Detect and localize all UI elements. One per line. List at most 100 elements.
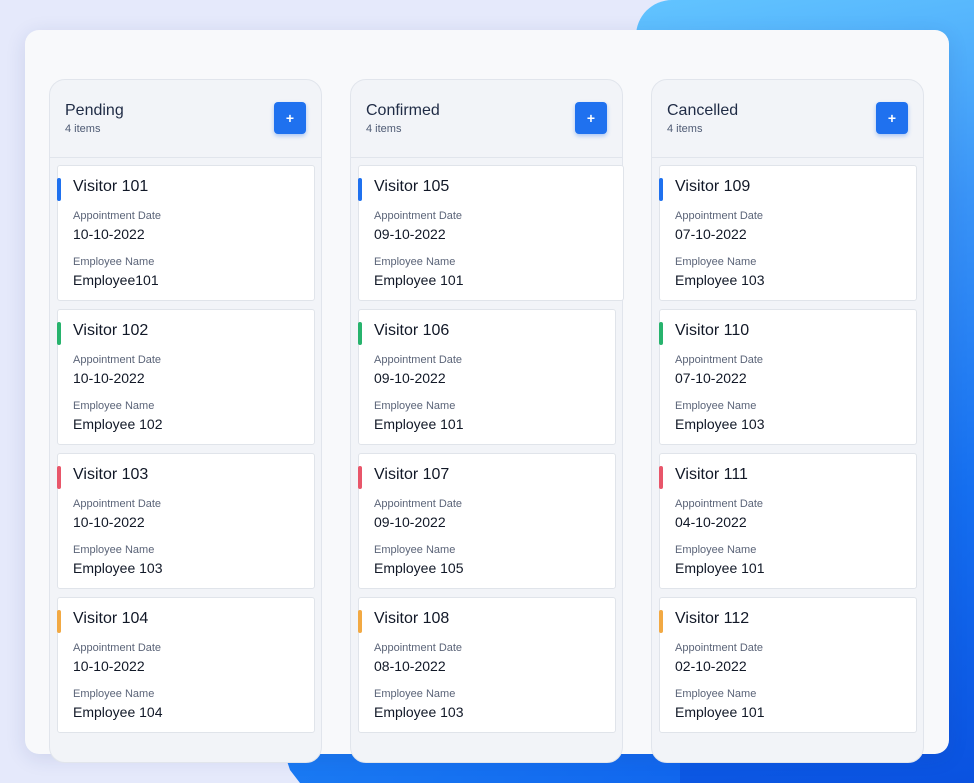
appointment-date-value: 08-10-2022 bbox=[374, 658, 446, 674]
appointment-date-label: Appointment Date bbox=[675, 498, 764, 510]
employee-name-value: Employee 103 bbox=[675, 416, 765, 432]
appointment-date-label: Appointment Date bbox=[73, 210, 162, 222]
visitor-card[interactable]: Visitor 101 Appointment Date 10-10-2022 … bbox=[57, 165, 315, 301]
appointment-date-value: 10-10-2022 bbox=[73, 370, 145, 386]
column-title: Cancelled bbox=[667, 102, 739, 119]
visitor-name: Visitor 101 bbox=[73, 178, 149, 195]
visitor-card[interactable]: Visitor 102 Appointment Date 10-10-2022 … bbox=[57, 309, 315, 445]
visitor-card[interactable]: Visitor 108 Appointment Date 08-10-2022 … bbox=[358, 597, 616, 733]
visitor-card[interactable]: Visitor 107 Appointment Date 09-10-2022 … bbox=[358, 453, 616, 589]
status-color-bar bbox=[57, 322, 61, 345]
employee-name-value: Employee 104 bbox=[73, 704, 163, 720]
add-card-button[interactable]: + bbox=[575, 102, 607, 134]
visitor-card[interactable]: Visitor 110 Appointment Date 07-10-2022 … bbox=[659, 309, 917, 445]
visitor-name: Visitor 104 bbox=[73, 610, 149, 627]
column-item-count: 4 items bbox=[366, 123, 402, 135]
visitor-name: Visitor 110 bbox=[675, 322, 750, 339]
employee-name-value: Employee 103 bbox=[374, 704, 464, 720]
appointment-date-label: Appointment Date bbox=[675, 642, 764, 654]
visitor-name: Visitor 111 bbox=[675, 466, 748, 483]
visitor-name: Visitor 109 bbox=[675, 178, 751, 195]
employee-name-value: Employee 101 bbox=[374, 272, 464, 288]
status-color-bar bbox=[358, 322, 362, 345]
employee-name-value: Employee 103 bbox=[73, 560, 163, 576]
employee-name-label: Employee Name bbox=[73, 544, 155, 556]
appointment-date-label: Appointment Date bbox=[73, 642, 162, 654]
employee-name-label: Employee Name bbox=[374, 688, 456, 700]
employee-name-value: Employee 103 bbox=[675, 272, 765, 288]
add-card-button[interactable]: + bbox=[274, 102, 306, 134]
status-color-bar bbox=[659, 610, 663, 633]
status-color-bar bbox=[57, 466, 61, 489]
visitor-card[interactable]: Visitor 105 Appointment Date 09-10-2022 … bbox=[358, 165, 624, 301]
plus-icon: + bbox=[887, 110, 897, 126]
employee-name-label: Employee Name bbox=[374, 544, 456, 556]
column-header: Pending 4 items + bbox=[50, 80, 321, 158]
employee-name-label: Employee Name bbox=[675, 400, 757, 412]
employee-name-value: Employee 102 bbox=[73, 416, 163, 432]
visitor-name: Visitor 107 bbox=[374, 466, 450, 483]
appointment-date-label: Appointment Date bbox=[73, 498, 162, 510]
status-color-bar bbox=[358, 466, 362, 489]
visitor-name: Visitor 105 bbox=[374, 178, 450, 195]
column-cancelled: Cancelled 4 items + Visitor 109 Appointm… bbox=[651, 79, 924, 763]
visitor-card[interactable]: Visitor 103 Appointment Date 10-10-2022 … bbox=[57, 453, 315, 589]
plus-icon: + bbox=[285, 110, 295, 126]
employee-name-label: Employee Name bbox=[675, 544, 757, 556]
column-title: Pending bbox=[65, 102, 124, 119]
column-item-count: 4 items bbox=[667, 123, 703, 135]
visitor-card[interactable]: Visitor 104 Appointment Date 10-10-2022 … bbox=[57, 597, 315, 733]
visitor-card[interactable]: Visitor 106 Appointment Date 09-10-2022 … bbox=[358, 309, 616, 445]
employee-name-value: Employee101 bbox=[73, 272, 159, 288]
status-color-bar bbox=[659, 322, 663, 345]
column-header: Cancelled 4 items + bbox=[652, 80, 923, 158]
status-color-bar bbox=[659, 466, 663, 489]
appointment-date-value: 04-10-2022 bbox=[675, 514, 747, 530]
appointment-date-label: Appointment Date bbox=[374, 354, 463, 366]
employee-name-value: Employee 101 bbox=[374, 416, 464, 432]
employee-name-label: Employee Name bbox=[675, 256, 757, 268]
employee-name-label: Employee Name bbox=[73, 400, 155, 412]
appointment-date-label: Appointment Date bbox=[374, 210, 463, 222]
appointment-date-value: 09-10-2022 bbox=[374, 226, 446, 242]
visitor-card[interactable]: Visitor 111 Appointment Date 04-10-2022 … bbox=[659, 453, 917, 589]
appointment-date-value: 02-10-2022 bbox=[675, 658, 747, 674]
employee-name-value: Employee 105 bbox=[374, 560, 464, 576]
column-header: Confirmed 4 items + bbox=[351, 80, 622, 158]
employee-name-value: Employee 101 bbox=[675, 704, 765, 720]
visitor-name: Visitor 102 bbox=[73, 322, 149, 339]
employee-name-label: Employee Name bbox=[374, 400, 456, 412]
employee-name-label: Employee Name bbox=[73, 688, 155, 700]
appointment-date-value: 09-10-2022 bbox=[374, 370, 446, 386]
appointment-date-value: 10-10-2022 bbox=[73, 514, 145, 530]
appointment-date-label: Appointment Date bbox=[675, 354, 764, 366]
appointment-date-value: 09-10-2022 bbox=[374, 514, 446, 530]
column-confirmed: Confirmed 4 items + Visitor 105 Appointm… bbox=[350, 79, 624, 763]
column-title: Confirmed bbox=[366, 102, 440, 119]
employee-name-label: Employee Name bbox=[374, 256, 456, 268]
visitor-name: Visitor 103 bbox=[73, 466, 149, 483]
status-color-bar bbox=[358, 178, 362, 201]
status-color-bar bbox=[358, 610, 362, 633]
employee-name-value: Employee 101 bbox=[675, 560, 765, 576]
add-card-button[interactable]: + bbox=[876, 102, 908, 134]
appointment-date-label: Appointment Date bbox=[73, 354, 162, 366]
plus-icon: + bbox=[586, 110, 596, 126]
appointment-date-value: 10-10-2022 bbox=[73, 226, 145, 242]
appointment-date-label: Appointment Date bbox=[675, 210, 764, 222]
kanban-board: Pending 4 items + Visitor 101 Appointmen… bbox=[25, 30, 949, 763]
status-color-bar bbox=[659, 178, 663, 201]
appointment-date-value: 07-10-2022 bbox=[675, 226, 747, 242]
appointment-date-value: 10-10-2022 bbox=[73, 658, 145, 674]
appointment-date-value: 07-10-2022 bbox=[675, 370, 747, 386]
status-color-bar bbox=[57, 178, 61, 201]
visitor-name: Visitor 106 bbox=[374, 322, 450, 339]
visitor-card[interactable]: Visitor 109 Appointment Date 07-10-2022 … bbox=[659, 165, 917, 301]
visitor-card[interactable]: Visitor 112 Appointment Date 02-10-2022 … bbox=[659, 597, 917, 733]
column-pending: Pending 4 items + Visitor 101 Appointmen… bbox=[49, 79, 322, 763]
visitor-name: Visitor 108 bbox=[374, 610, 450, 627]
status-color-bar bbox=[57, 610, 61, 633]
employee-name-label: Employee Name bbox=[675, 688, 757, 700]
employee-name-label: Employee Name bbox=[73, 256, 155, 268]
visitor-name: Visitor 112 bbox=[675, 610, 750, 627]
